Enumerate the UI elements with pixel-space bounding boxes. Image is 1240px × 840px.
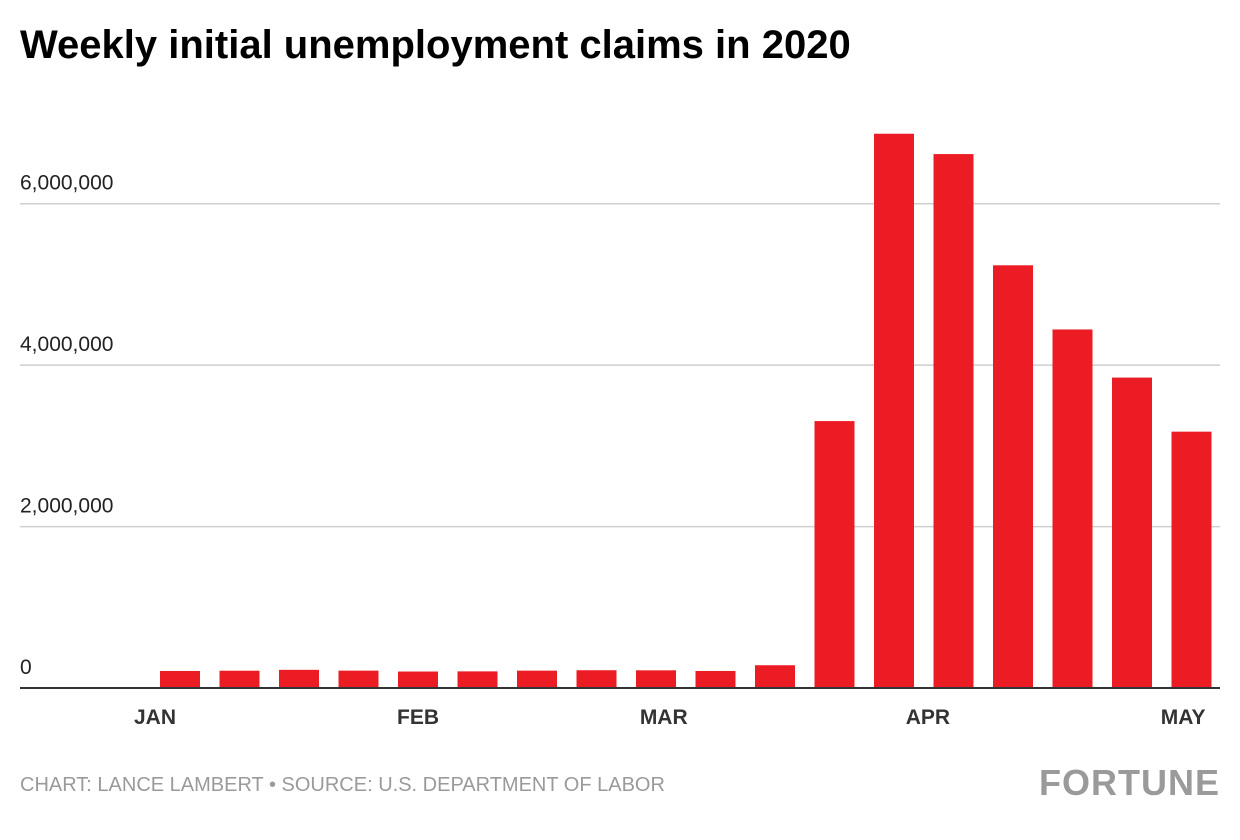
bar xyxy=(1171,431,1212,688)
y-tick-label: 0 xyxy=(20,656,32,679)
bar xyxy=(219,670,260,688)
bar xyxy=(576,670,617,688)
bar xyxy=(993,265,1033,688)
chart-title: Weekly initial unemployment claims in 20… xyxy=(20,23,851,67)
source-note: CHART: LANCE LAMBERT • SOURCE: U.S. DEPA… xyxy=(20,774,665,796)
brand-logo: FORTUNE xyxy=(1039,762,1220,803)
bar xyxy=(160,670,200,688)
x-tick-label: APR xyxy=(906,706,950,729)
bar xyxy=(338,670,379,688)
bar xyxy=(874,133,914,689)
y-tick-label: 6,000,000 xyxy=(20,172,113,195)
bar xyxy=(933,154,974,688)
x-tick-label: FEB xyxy=(397,706,439,729)
bar xyxy=(398,671,438,688)
x-tick-label: JAN xyxy=(134,706,176,729)
bar xyxy=(1112,377,1152,688)
bar xyxy=(636,670,676,688)
bar xyxy=(457,671,498,688)
bar xyxy=(755,665,795,688)
bar xyxy=(814,421,855,688)
bar xyxy=(517,670,557,688)
y-tick-label: 2,000,000 xyxy=(20,495,113,518)
x-tick-label: MAY xyxy=(1161,706,1206,729)
bar xyxy=(695,670,736,688)
x-tick-label: MAR xyxy=(640,706,688,729)
y-tick-label: 4,000,000 xyxy=(20,333,113,356)
bar xyxy=(279,669,319,688)
bar xyxy=(1052,329,1093,688)
